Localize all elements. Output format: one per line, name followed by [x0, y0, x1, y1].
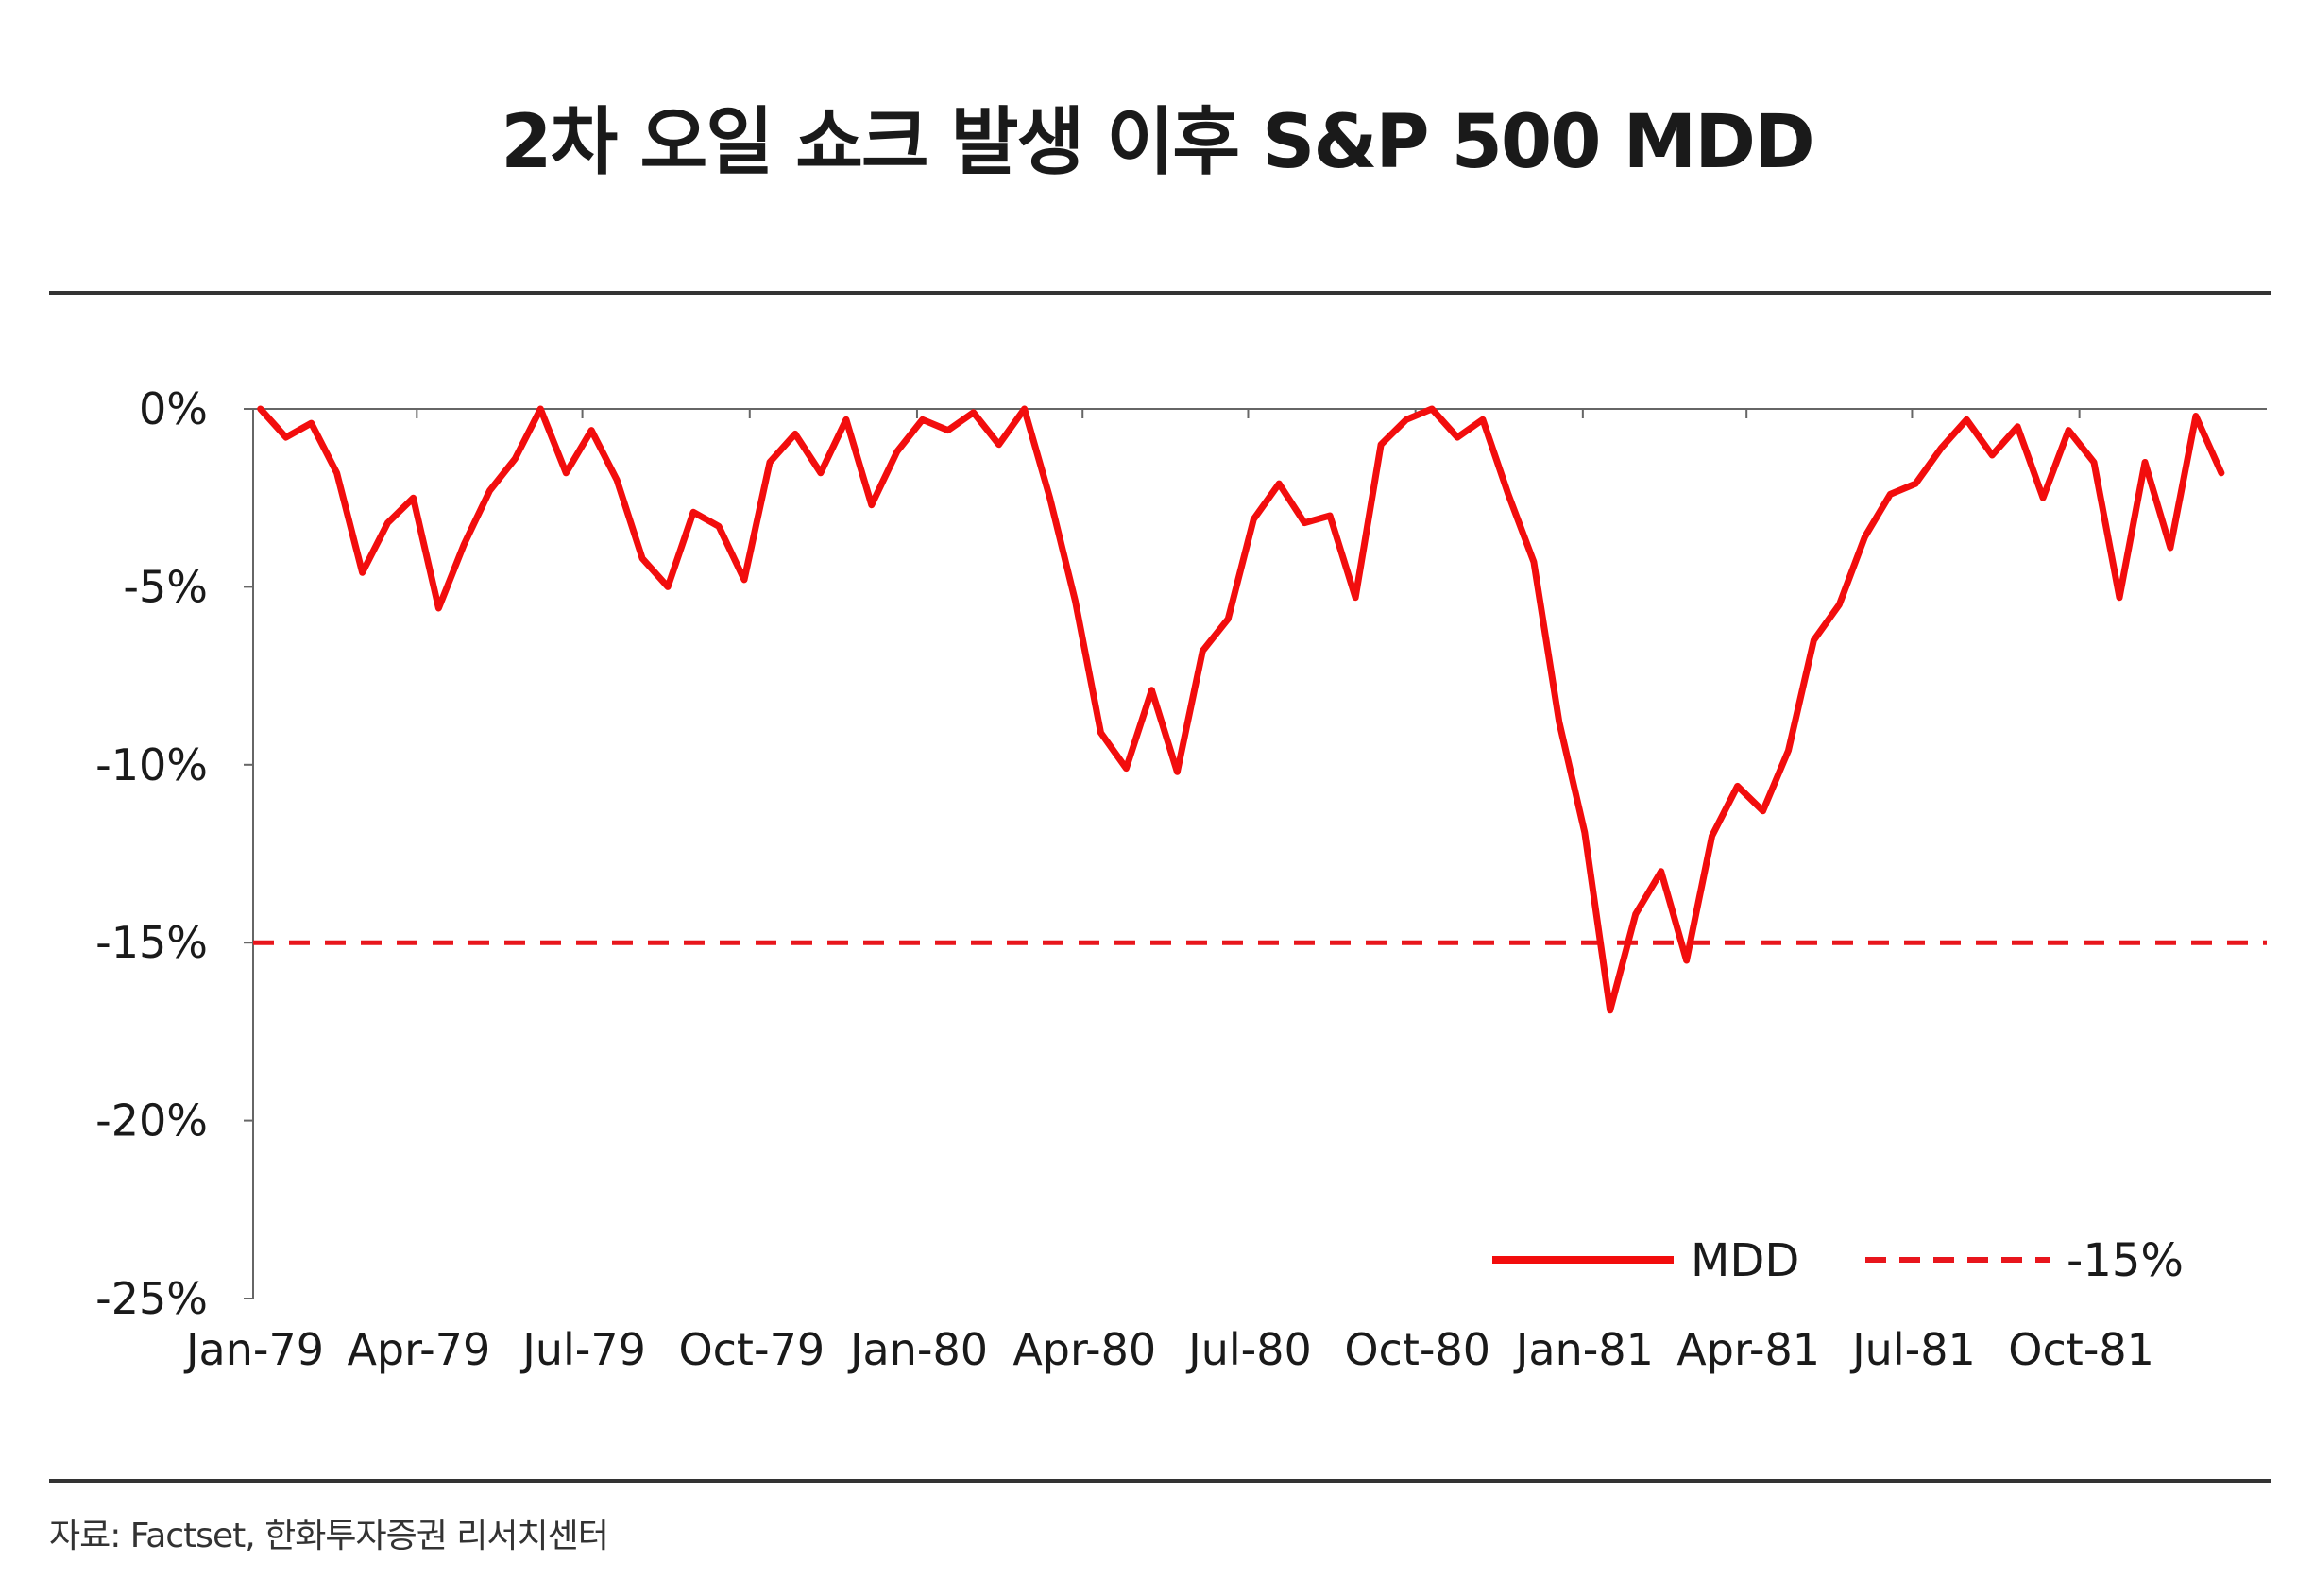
- x-tick-label: Jul-81: [1849, 1324, 1976, 1375]
- y-tick-label: -5%: [123, 561, 208, 612]
- x-tick-label: Oct-79: [678, 1324, 825, 1375]
- legend-mdd-label: MDD: [1691, 1234, 1799, 1287]
- chart-axes: [252, 408, 2267, 1299]
- x-tick-label: Jan-79: [183, 1324, 324, 1375]
- y-axis-tick-labels: 0% -5% -10% -15% -20% -25%: [95, 383, 253, 1324]
- x-tick-label: Jul-80: [1185, 1324, 1312, 1375]
- x-tick-label: Apr-81: [1676, 1324, 1820, 1375]
- top-divider: [49, 291, 2271, 295]
- y-tick-label: 0%: [139, 383, 208, 434]
- y-tick-label: -25%: [95, 1273, 208, 1324]
- x-tick-label: Jul-79: [519, 1324, 646, 1375]
- y-tick-label: -10%: [95, 739, 208, 790]
- y-tick-label: -20%: [95, 1095, 208, 1146]
- mdd-series-line: [257, 405, 2225, 1014]
- legend-threshold-label: -15%: [2067, 1234, 2184, 1287]
- bottom-divider: [49, 1479, 2271, 1483]
- x-tick-label: Apr-80: [1012, 1324, 1156, 1375]
- x-tick-label: Apr-79: [347, 1324, 490, 1375]
- source-note: 자료: Factset, 한화투자증권 리서치센터: [49, 1517, 609, 1555]
- x-tick-label: Oct-80: [1344, 1324, 1490, 1375]
- x-tick-label: Oct-81: [2008, 1324, 2154, 1375]
- chart-title: 2차 오일 쇼크 발생 이후 S&P 500 MDD: [501, 100, 1815, 185]
- y-tick-label: -15%: [95, 917, 208, 968]
- chart-legend: MDD -15%: [1492, 1234, 2184, 1287]
- x-tick-label: Jan-80: [847, 1324, 988, 1375]
- x-tick-label: Jan-81: [1513, 1324, 1654, 1375]
- x-axis-tick-labels: Jan-79 Apr-79 Jul-79 Oct-79 Jan-80 Apr-80 Jul-…: [183, 409, 2154, 1375]
